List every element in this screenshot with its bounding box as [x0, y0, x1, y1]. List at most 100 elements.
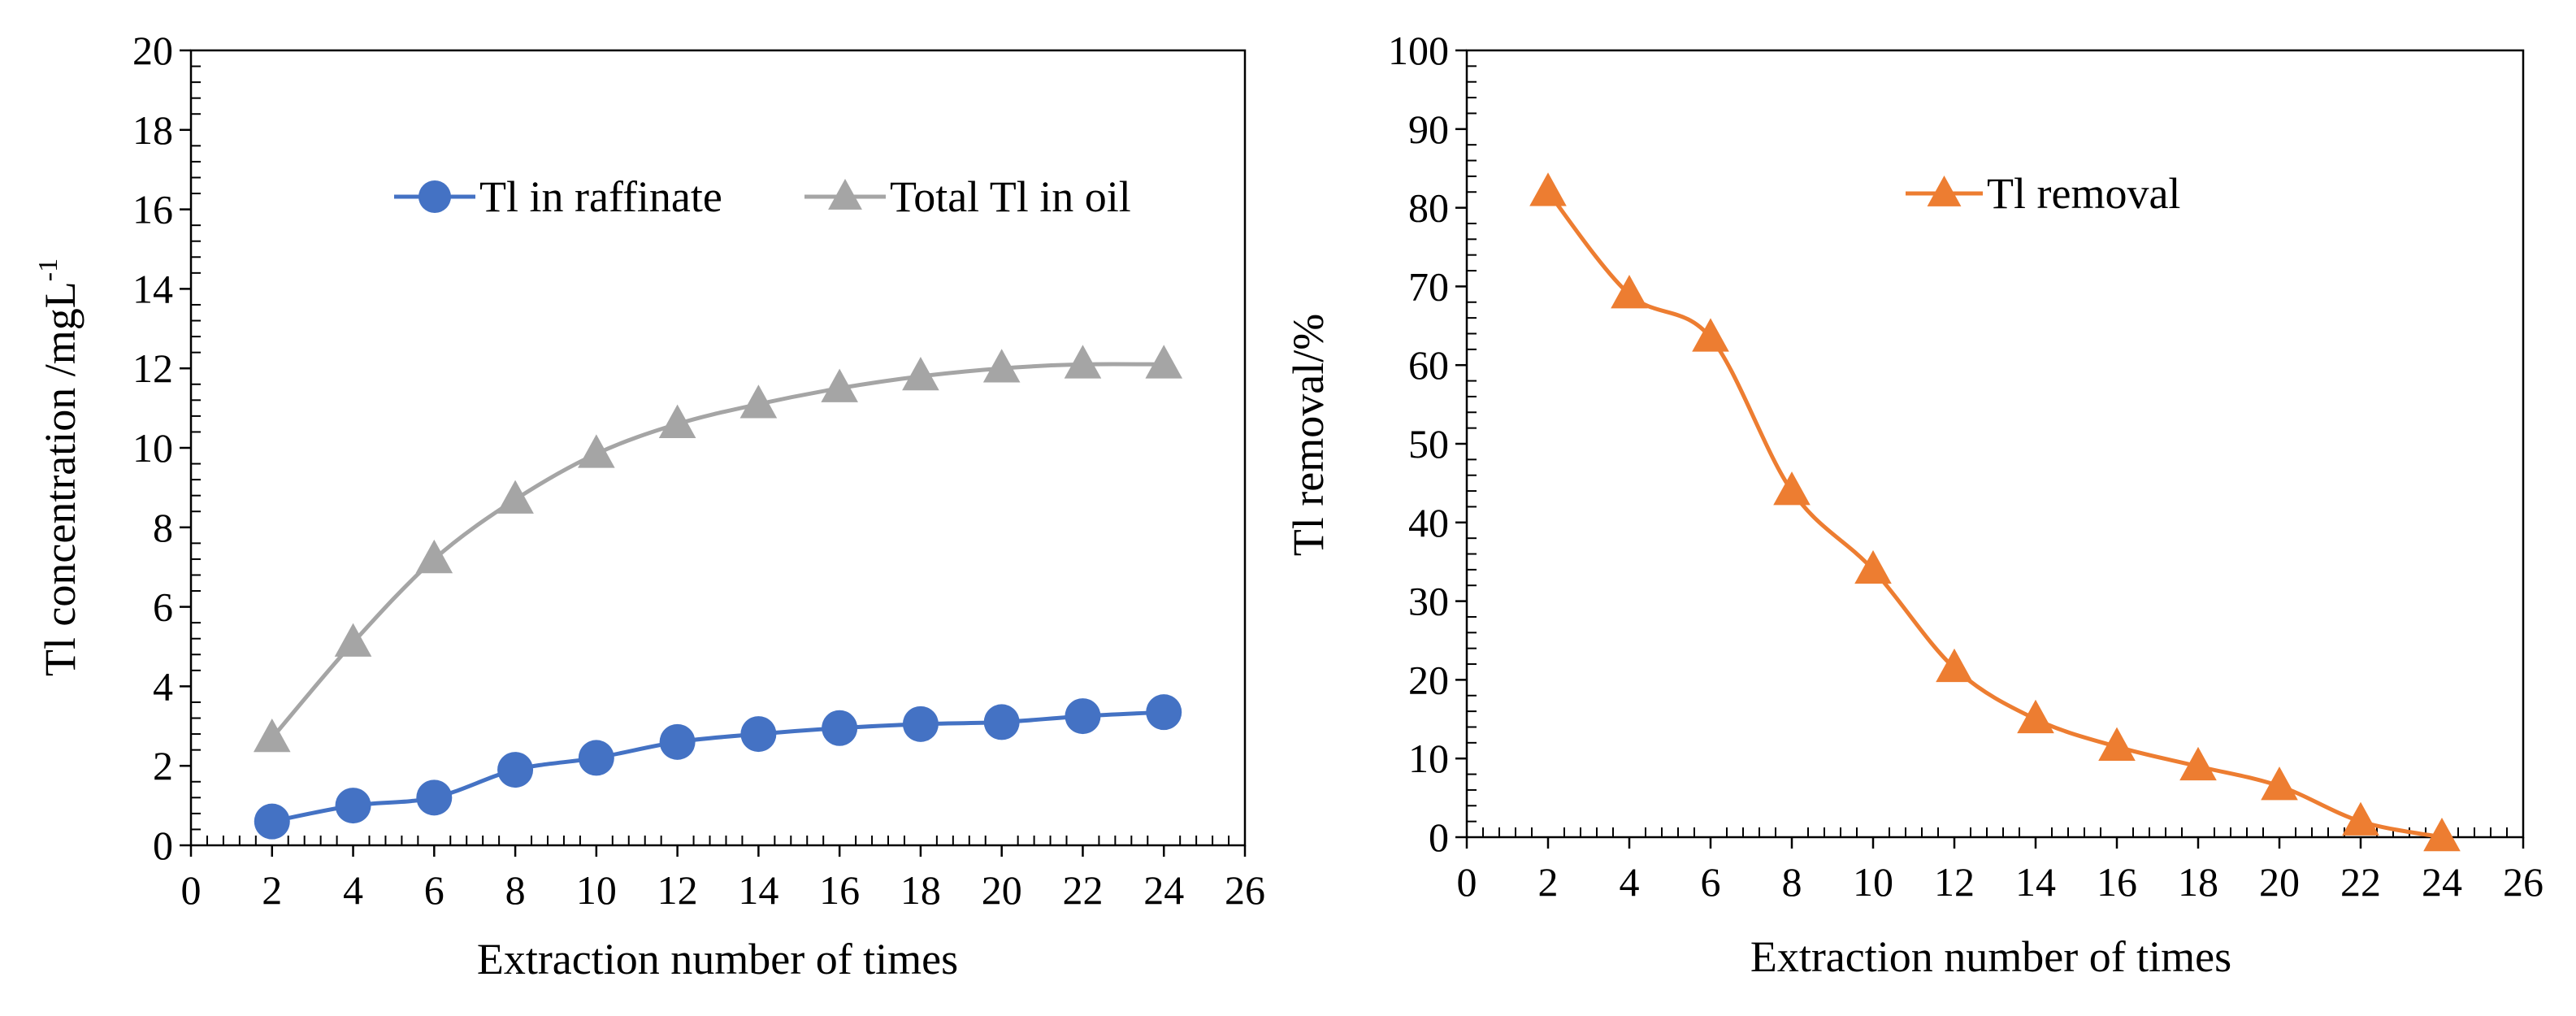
legend-marker	[828, 179, 862, 210]
x-axis-title: Extraction number of times	[1750, 932, 2231, 981]
series-line-tl-in-raffinate	[271, 710, 1164, 824]
data-point	[1145, 345, 1183, 379]
x-tick-label: 18	[2178, 859, 2218, 905]
x-tick-label: 20	[2259, 859, 2300, 905]
y-tick-label: 40	[1408, 500, 1449, 545]
x-tick-label: 20	[982, 867, 1022, 913]
y-tick-label: 70	[1408, 263, 1449, 309]
x-tick-label: 2	[1538, 859, 1559, 905]
y-tick-label: 12	[132, 345, 173, 391]
data-point	[1611, 275, 1648, 309]
x-tick-label: 22	[2340, 859, 2381, 905]
y-tick-label: 20	[132, 28, 173, 73]
x-tick-label: 10	[1853, 859, 1893, 905]
x-tick-label: 14	[738, 867, 778, 913]
data-point	[2017, 699, 2054, 734]
data-point	[2342, 801, 2379, 836]
y-axis-title: Tl concentration /mgL-1	[33, 258, 85, 676]
x-tick-label: 8	[505, 867, 526, 913]
data-point	[739, 384, 778, 419]
y-tick-label: 90	[1408, 106, 1449, 152]
data-point	[415, 539, 453, 574]
x-axis-title: Extraction number of times	[477, 935, 958, 983]
data-point	[1692, 318, 1729, 352]
y-tick-label: 50	[1408, 421, 1449, 467]
x-tick-label: 4	[1620, 859, 1640, 905]
y-tick-label: 80	[1408, 185, 1449, 231]
legend-label: Tl in raffinate	[479, 172, 722, 221]
x-tick-label: 0	[1457, 859, 1477, 905]
data-point	[578, 740, 614, 776]
y-tick-label: 10	[1408, 736, 1449, 781]
data-point	[1936, 648, 1973, 683]
data-point	[253, 718, 291, 753]
data-point	[416, 779, 453, 816]
x-tick-label: 26	[2503, 859, 2543, 905]
x-tick-label: 16	[819, 867, 860, 913]
y-tick-label: 20	[1408, 657, 1449, 702]
y-tick-label: 18	[132, 107, 173, 153]
data-point	[658, 404, 696, 438]
y-tick-label: 16	[132, 187, 173, 232]
x-tick-label: 16	[2097, 859, 2137, 905]
series-line-total-tl-in-oil	[270, 362, 1164, 740]
data-point	[335, 788, 371, 824]
y-tick-label: 30	[1408, 579, 1449, 624]
data-point	[2261, 766, 2298, 801]
data-point	[1065, 698, 1101, 735]
data-point	[822, 710, 858, 746]
data-point	[497, 752, 534, 788]
x-tick-label: 26	[1225, 867, 1265, 913]
y-axis-title-superscript: -1	[33, 258, 63, 281]
x-tick-label: 6	[424, 867, 445, 913]
y-tick-label: 100	[1388, 28, 1449, 73]
x-tick-label: 24	[1143, 867, 1184, 913]
data-point	[1146, 694, 1182, 731]
x-tick-label: 12	[1934, 859, 1975, 905]
data-point	[578, 434, 615, 468]
data-point	[1854, 549, 1892, 584]
data-point	[659, 723, 696, 760]
legend-label: Total Tl in oil	[890, 172, 1131, 221]
data-point	[2098, 727, 2136, 761]
y-axis-title: Tl removal/%	[1284, 314, 1333, 556]
x-tick-label: 0	[181, 867, 202, 913]
y-tick-label: 8	[153, 505, 173, 550]
x-tick-label: 6	[1701, 859, 1721, 905]
x-tick-label: 2	[262, 867, 282, 913]
series-line-tl-removal	[1546, 190, 2443, 840]
x-tick-label: 4	[343, 867, 363, 913]
data-point	[2179, 746, 2217, 781]
data-point	[254, 803, 290, 840]
x-tick-label: 14	[2015, 859, 2056, 905]
data-point	[983, 704, 1020, 740]
x-tick-label: 12	[657, 867, 698, 913]
data-point	[1529, 172, 1567, 206]
data-point	[1064, 345, 1102, 379]
legend-label: Tl removal	[1987, 169, 2180, 218]
data-point	[982, 349, 1021, 383]
data-point	[497, 480, 534, 514]
x-tick-label: 18	[900, 867, 941, 913]
x-tick-label: 8	[1782, 859, 1802, 905]
y-tick-label: 14	[132, 266, 173, 311]
x-tick-label: 10	[576, 867, 617, 913]
legend-marker	[1927, 176, 1962, 206]
y-tick-label: 10	[132, 425, 173, 471]
y-tick-label: 0	[1429, 814, 1449, 860]
data-point	[902, 356, 939, 391]
y-tick-label: 4	[153, 663, 173, 709]
y-tick-label: 2	[153, 743, 173, 788]
legend-marker	[418, 180, 451, 213]
data-point	[1773, 471, 1811, 506]
x-tick-label: 22	[1062, 867, 1103, 913]
y-tick-label: 6	[153, 584, 173, 630]
data-point	[902, 706, 939, 742]
data-point	[740, 716, 777, 753]
data-point	[2423, 818, 2461, 852]
